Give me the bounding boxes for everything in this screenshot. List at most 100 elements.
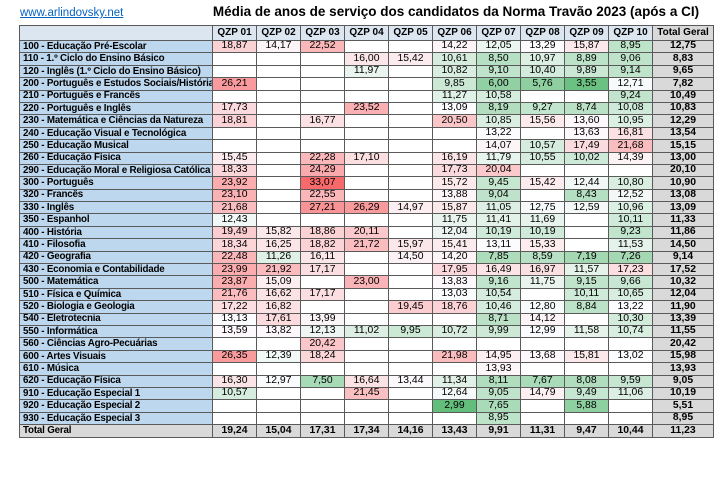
value-cell (256, 411, 301, 426)
row-label: 430 - Economia e Contabilidade (19, 263, 213, 277)
value-cell: 7,19 (564, 250, 609, 265)
table-row: 550 - Informática 13,59 13,82 12,13 11,02 9,9… (19, 324, 714, 339)
value-cell: 8,43 (564, 188, 609, 203)
value-cell (212, 362, 257, 376)
value-cell: 14,95 (476, 349, 521, 364)
row-total-cell: 10,19 (652, 386, 714, 401)
value-cell (344, 176, 389, 190)
value-cell (256, 139, 301, 153)
value-cell (388, 213, 433, 227)
header-row: QZP 01 QZP 02 QZP 03 QZP 04 QZP 05 QZP 06 QZP … (19, 25, 714, 41)
value-cell: 11,58 (564, 324, 609, 339)
value-cell: 13,29 (520, 39, 565, 54)
grand-total-row: Total Geral 19,24 15,04 17,31 17,34 14,16 13,4… (19, 424, 714, 438)
value-cell: 21,98 (432, 349, 477, 364)
value-cell (520, 411, 565, 426)
row-total-cell: 13,08 (652, 188, 714, 203)
grand-total-label: Total Geral (19, 424, 213, 438)
value-cell: 17,23 (608, 263, 653, 277)
value-cell (388, 362, 433, 376)
value-cell: 26,21 (212, 77, 257, 91)
row-label: 600 - Artes Visuais (19, 349, 213, 364)
value-cell (344, 77, 389, 91)
value-cell: 10,57 (212, 386, 257, 401)
value-cell: 23,52 (344, 101, 389, 116)
value-cell: 9,10 (476, 64, 521, 79)
value-cell: 7,50 (300, 374, 345, 388)
value-cell: 7,67 (520, 374, 565, 388)
value-cell (388, 399, 433, 413)
value-cell: 8,71 (476, 312, 521, 327)
value-cell: 5,88 (564, 399, 609, 413)
row-total-cell: 8,83 (652, 52, 714, 66)
row-label: 200 - Português e Estudos Sociais/Histór… (19, 77, 213, 91)
row-total-cell: 10,83 (652, 101, 714, 116)
value-cell: 11,53 (608, 238, 653, 252)
value-cell: 9,49 (564, 386, 609, 401)
row-total-cell: 10,90 (652, 176, 714, 190)
value-cell: 16,11 (300, 250, 345, 265)
row-label: 250 - Educação Musical (19, 139, 213, 153)
value-cell (564, 163, 609, 178)
value-cell: 15,45 (212, 151, 257, 165)
value-cell: 33,07 (300, 176, 345, 190)
value-cell (300, 52, 345, 66)
value-cell (432, 337, 477, 351)
value-cell: 20,11 (344, 225, 389, 240)
value-cell (608, 411, 653, 426)
value-cell (520, 399, 565, 413)
row-total-cell: 7,82 (652, 77, 714, 91)
value-cell (564, 238, 609, 252)
value-cell: 21,72 (344, 238, 389, 252)
value-cell: 17,34 (344, 424, 389, 438)
value-cell (300, 77, 345, 91)
row-total-cell: 17,52 (652, 263, 714, 277)
value-cell (256, 386, 301, 401)
row-label: 930 - Educação Especial 3 (19, 411, 213, 426)
value-cell (388, 225, 433, 240)
value-cell (256, 77, 301, 91)
value-cell: 10,02 (564, 151, 609, 165)
value-cell (212, 126, 257, 141)
value-cell: 23,00 (344, 275, 389, 289)
value-cell: 8,50 (476, 52, 521, 66)
table-row: 250 - Educação Musical 14,07 10,57 17,49 21,… (19, 139, 714, 153)
site-link[interactable]: www.arlindovsky.net (20, 7, 124, 19)
value-cell: 8,74 (564, 101, 609, 116)
value-cell (564, 312, 609, 327)
value-cell: 10,58 (476, 89, 521, 103)
value-cell (256, 188, 301, 203)
value-cell (212, 89, 257, 103)
row-total-cell: 9,14 (652, 250, 714, 265)
value-cell (256, 163, 301, 178)
value-cell: 9,59 (608, 374, 653, 388)
value-cell: 11,57 (564, 263, 609, 277)
value-cell (388, 64, 433, 79)
value-cell: 12,04 (432, 225, 477, 240)
value-cell (256, 64, 301, 79)
row-total-cell: 15,98 (652, 349, 714, 364)
value-cell: 9,66 (608, 275, 653, 289)
value-cell: 26,29 (344, 201, 389, 215)
value-cell: 17,17 (300, 263, 345, 277)
value-cell (344, 312, 389, 327)
value-cell: 12,13 (300, 324, 345, 339)
value-cell (564, 411, 609, 426)
value-cell: 13,60 (564, 114, 609, 128)
value-cell: 8,95 (476, 411, 521, 426)
table-row: 330 - Inglês 21,68 27,21 26,29 14,97 15,87 11,… (19, 201, 714, 215)
value-cell: 17,73 (432, 163, 477, 178)
value-cell: 11,41 (476, 213, 521, 227)
table-row: 910 - Educação Especial 1 10,57 21,45 12,64… (19, 386, 714, 401)
row-total-cell: 11,23 (652, 424, 714, 438)
value-cell (388, 151, 433, 165)
value-cell (432, 362, 477, 376)
table-row: 200 - Português e Estudos Sociais/Histór… (19, 77, 714, 91)
value-cell: 18,86 (300, 225, 345, 240)
value-cell: 9,45 (476, 176, 521, 190)
value-cell: 12,97 (256, 374, 301, 388)
row-total-cell: 11,86 (652, 225, 714, 240)
value-cell: 19,45 (388, 300, 433, 314)
value-cell: 7,85 (476, 250, 521, 265)
